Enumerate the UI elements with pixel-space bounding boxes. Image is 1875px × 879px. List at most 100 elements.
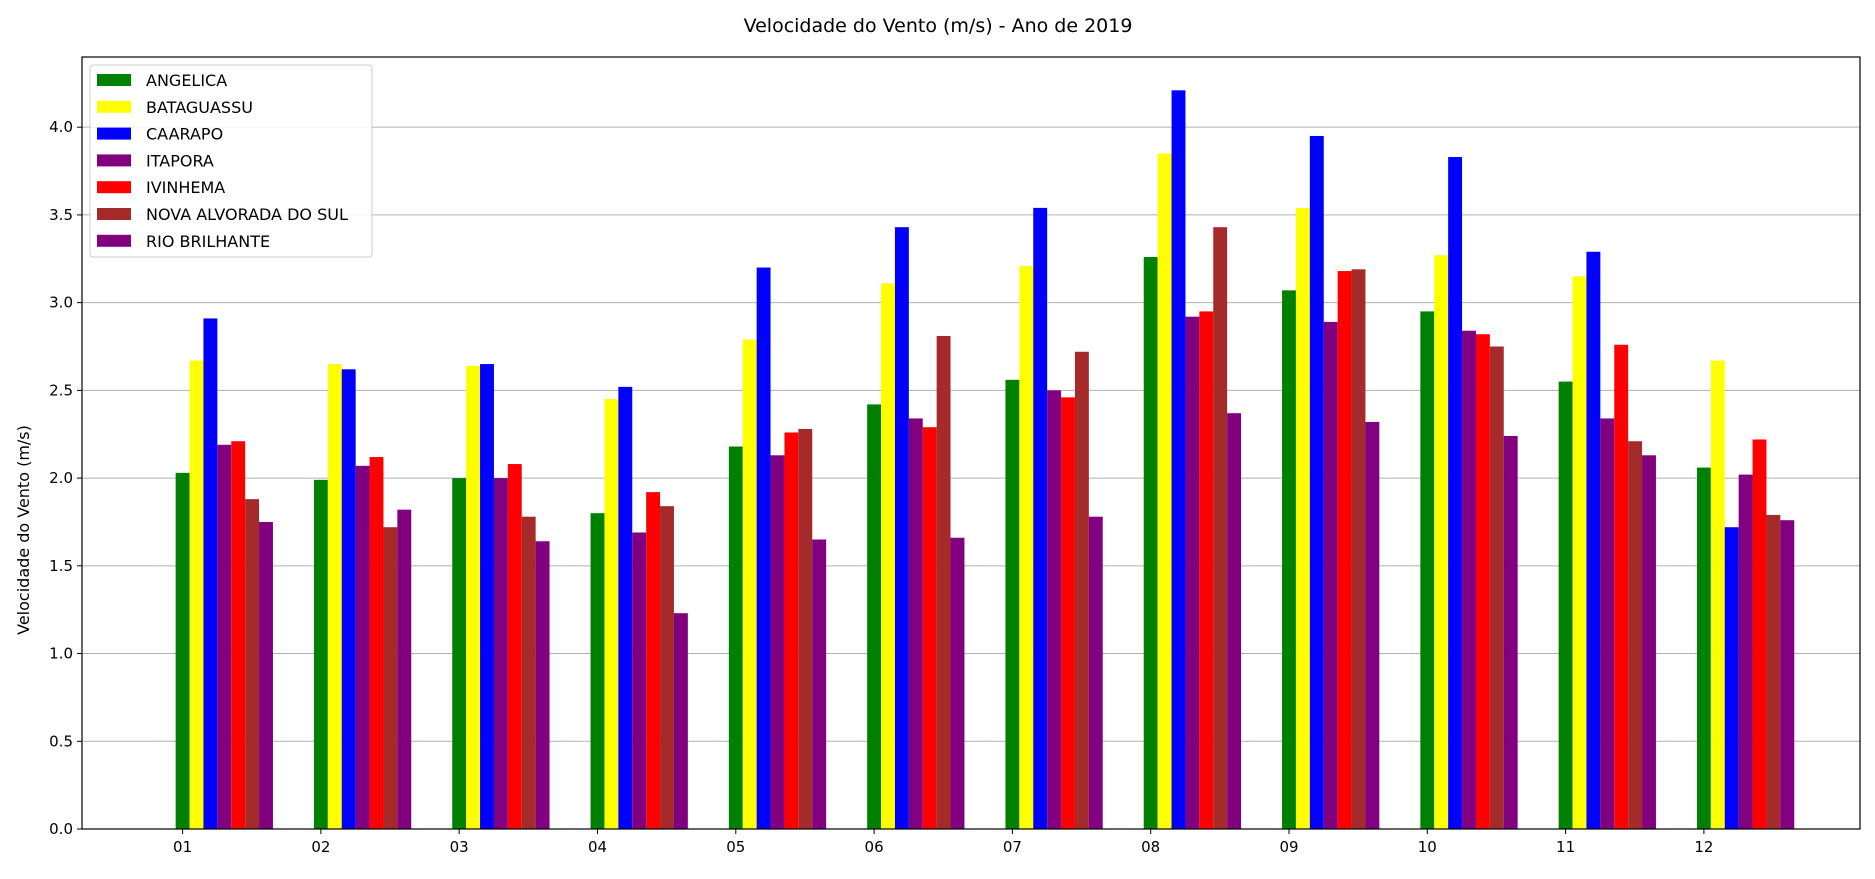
bar-itapora-11 (1600, 418, 1615, 829)
bar-rio-brilhante-05 (812, 539, 827, 829)
x-tick-label: 12 (1694, 838, 1713, 856)
bar-bataguassu-01 (189, 360, 204, 829)
bar-rio-brilhante-08 (1227, 413, 1242, 829)
x-tick-label: 05 (726, 838, 745, 856)
bar-ivinhema-09 (1337, 271, 1352, 829)
y-tick-label: 2.0 (49, 469, 73, 487)
y-tick-label: 1.5 (49, 557, 73, 575)
bar-ivinhema-05 (784, 432, 799, 829)
bar-angelica-03 (452, 478, 467, 829)
bar-caarapo-11 (1586, 251, 1601, 830)
bar-nova-alvorada-do-sul-06 (936, 335, 951, 829)
bar-bataguassu-09 (1295, 207, 1310, 829)
bar-rio-brilhante-11 (1642, 455, 1656, 829)
bar-ivinhema-08 (1199, 311, 1214, 830)
x-axis: 01 02 03 04 05 06 07 08 09 10 11 12 (173, 829, 1713, 856)
bar-ivinhema-06 (922, 427, 937, 829)
bar-angelica-10 (1420, 311, 1435, 830)
bar-bataguassu-04 (604, 399, 619, 829)
bar-itapora-07 (1047, 390, 1062, 829)
bar-caarapo-12 (1724, 527, 1739, 829)
bar-bataguassu-08 (1157, 153, 1172, 829)
bar-itapora-04 (632, 532, 647, 829)
x-tick-label: 10 (1418, 838, 1437, 856)
bar-caarapo-08 (1171, 90, 1186, 829)
y-tick-label: 4.0 (49, 118, 73, 136)
bars (175, 90, 1795, 830)
legend-swatch (97, 154, 131, 167)
legend-swatch (97, 234, 131, 247)
y-tick-label: 2.5 (49, 381, 73, 399)
x-tick-label: 11 (1556, 838, 1575, 856)
y-axis: 0.0 0.5 1.0 1.5 2.0 2.5 3.0 3.5 4.0 (49, 118, 82, 838)
chart-title: Velocidade do Vento (m/s) - Ano de 2019 (744, 15, 1133, 37)
legend-swatch (97, 74, 131, 86)
y-tick-label: 3.0 (49, 294, 73, 312)
bar-bataguassu-10 (1434, 255, 1449, 829)
bar-rio-brilhante-04 (673, 613, 688, 829)
bar-bataguassu-02 (327, 364, 342, 829)
bar-nova-alvorada-do-sul-11 (1628, 441, 1643, 829)
legend: ANGELICA BATAGUASSU CAARAPO ITAPORA IVINHEMA… (89, 64, 373, 258)
y-tick-label: 3.5 (49, 206, 73, 224)
bar-bataguassu-03 (466, 365, 481, 829)
bar-itapora-09 (1323, 321, 1338, 829)
bar-rio-brilhante-03 (535, 541, 550, 829)
bar-itapora-05 (770, 455, 785, 829)
bar-bataguassu-11 (1572, 276, 1587, 829)
bar-nova-alvorada-do-sul-08 (1213, 227, 1228, 829)
bar-ivinhema-07 (1061, 397, 1075, 829)
y-tick-label: 1.0 (49, 645, 73, 663)
bar-nova-alvorada-do-sul-12 (1766, 514, 1781, 829)
bar-rio-brilhante-12 (1780, 520, 1795, 829)
bar-ivinhema-04 (646, 492, 661, 829)
bar-rio-brilhante-06 (950, 537, 965, 829)
bar-angelica-11 (1558, 381, 1573, 829)
x-tick-label: 07 (1003, 838, 1022, 856)
bar-bataguassu-06 (881, 283, 895, 829)
bar-caarapo-06 (894, 227, 909, 829)
bar-rio-brilhante-02 (397, 509, 412, 829)
bar-ivinhema-10 (1475, 334, 1490, 829)
y-tick-label: 0.0 (49, 820, 73, 838)
bar-caarapo-05 (756, 267, 771, 830)
x-tick-label: 06 (865, 838, 884, 856)
bar-caarapo-01 (203, 318, 218, 829)
legend-entry: RIO BRILHANTE (146, 232, 270, 251)
bar-ivinhema-01 (231, 441, 246, 829)
bar-caarapo-04 (618, 386, 633, 829)
bar-angelica-02 (313, 479, 328, 829)
x-tick-label: 03 (450, 838, 469, 856)
legend-entry: IVINHEMA (146, 178, 225, 197)
bar-caarapo-09 (1309, 135, 1324, 830)
legend-swatch (97, 127, 131, 140)
legend-swatch (97, 100, 131, 113)
bar-ivinhema-02 (369, 457, 384, 829)
bar-caarapo-02 (341, 369, 356, 829)
bar-rio-brilhante-07 (1088, 516, 1103, 829)
bar-nova-alvorada-do-sul-05 (798, 428, 813, 829)
bar-bataguassu-07 (1019, 265, 1034, 830)
legend-swatch (97, 181, 131, 194)
bar-itapora-08 (1185, 316, 1200, 829)
bar-angelica-07 (1005, 379, 1020, 829)
bar-nova-alvorada-do-sul-02 (383, 527, 398, 829)
bar-angelica-06 (867, 404, 882, 829)
bar-angelica-05 (728, 446, 743, 829)
bar-nova-alvorada-do-sul-03 (521, 516, 536, 829)
bar-nova-alvorada-do-sul-09 (1351, 269, 1366, 829)
bar-rio-brilhante-01 (259, 521, 273, 829)
bar-itapora-03 (493, 478, 508, 829)
bar-itapora-10 (1462, 330, 1476, 829)
bar-angelica-08 (1143, 257, 1158, 829)
bar-nova-alvorada-do-sul-10 (1489, 346, 1504, 829)
legend-entry: ANGELICA (146, 71, 227, 90)
x-tick-label: 02 (311, 838, 330, 856)
bar-rio-brilhante-10 (1503, 435, 1518, 829)
bar-nova-alvorada-do-sul-04 (660, 506, 674, 829)
x-tick-label: 01 (173, 838, 192, 856)
bar-caarapo-10 (1448, 157, 1463, 829)
bar-angelica-09 (1282, 290, 1296, 829)
bar-caarapo-03 (480, 364, 494, 829)
